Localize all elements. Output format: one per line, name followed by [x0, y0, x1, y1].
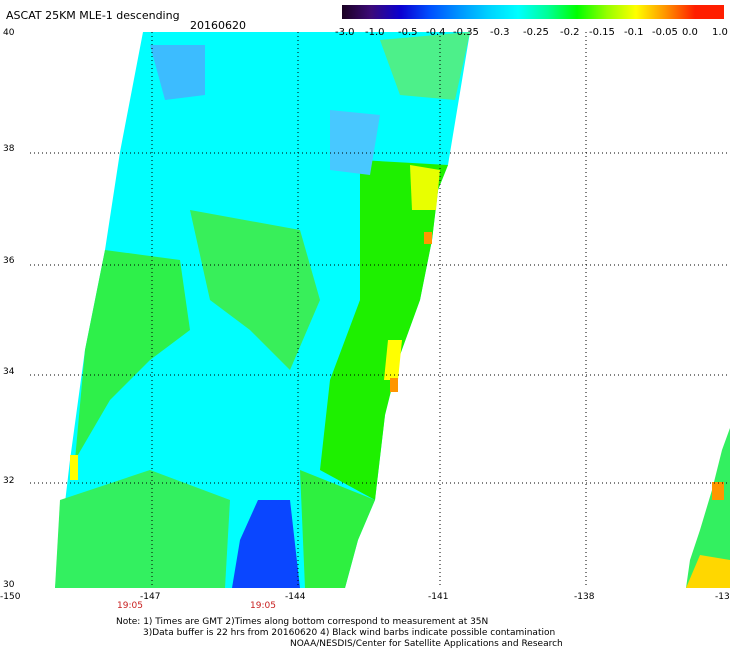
swath-yellow-lower-left: [70, 455, 78, 480]
colorbar-tick: -1.0: [365, 27, 385, 38]
swath-blue-bottom: [232, 500, 300, 588]
colorbar-tick: -0.25: [523, 27, 549, 38]
lon-label: -138: [574, 592, 595, 602]
colorbar-swatch: [488, 5, 519, 19]
swath-secondary: [686, 428, 730, 588]
colorbar-tick: 1.0: [712, 27, 728, 38]
lat-label: 36: [3, 256, 15, 266]
time-label: 19:05: [250, 601, 276, 611]
swath-orange-edge-1: [424, 232, 432, 244]
colorbar-swatch: [577, 5, 607, 19]
swath-green-bottom-left: [55, 470, 230, 588]
lat-label: 30: [3, 580, 15, 590]
colorbar-swatch: [342, 5, 372, 19]
swath-green-bottom-right: [300, 470, 375, 588]
map-title: ASCAT 25KM MLE-1 descending: [6, 9, 180, 22]
note-line-3: NOAA/NESDIS/Center for Satellite Applica…: [290, 639, 563, 649]
colorbar-swatch: [371, 5, 401, 19]
lat-label: 38: [3, 144, 15, 154]
colorbar-swatch: [430, 5, 460, 19]
lat-label: 32: [3, 476, 15, 486]
colorbar-tick: -3.0: [335, 27, 355, 38]
swath-green-right: [320, 160, 448, 500]
colorbar-tick: -0.15: [589, 27, 615, 38]
colorbar-tick: -0.2: [560, 27, 580, 38]
colorbar-tick: -0.4: [426, 27, 446, 38]
colorbar-swatch: [635, 5, 666, 19]
swath-yellow-edge-2: [384, 340, 402, 380]
colorbar-swatch: [400, 5, 431, 19]
colorbar-swatch: [606, 5, 636, 19]
colorbar-tick: -0.35: [453, 27, 479, 38]
swath-green-left: [75, 250, 190, 460]
lat-label: 34: [3, 367, 15, 377]
colorbar: [342, 5, 725, 19]
colorbar-swatch: [459, 5, 489, 19]
swath-green-top: [380, 32, 470, 100]
lon-label: -147: [140, 592, 161, 602]
colorbar-tick: -0.3: [490, 27, 510, 38]
colorbar-tick: -0.1: [624, 27, 644, 38]
graticule: [30, 32, 730, 588]
colorbar-swatch: [694, 5, 725, 19]
lon-label: -150: [0, 592, 21, 602]
colorbar-swatch: [547, 5, 578, 19]
note-line-2: 3)Data buffer is 22 hrs from 20160620 4)…: [143, 628, 556, 638]
colorbar-swatch: [665, 5, 695, 19]
swath-secondary-yellow: [686, 555, 730, 588]
colorbar-tick: -0.05: [652, 27, 678, 38]
swath-orange-edge-2: [390, 378, 398, 392]
map-date: 20160620: [190, 19, 246, 32]
lat-label: 40: [3, 28, 15, 38]
colorbar-tick: 0.0: [682, 27, 698, 38]
colorbar-swatch: [518, 5, 548, 19]
swath-blue-top-left: [150, 45, 205, 100]
time-label: 19:05: [117, 601, 143, 611]
swath-secondary-orange: [712, 482, 724, 500]
lon-label: -13: [715, 592, 730, 602]
lon-label: -141: [428, 592, 449, 602]
swath-green-center: [190, 210, 320, 370]
swath-yellow-edge-1: [410, 165, 440, 210]
swath-blue-mid: [330, 110, 380, 175]
colorbar-tick: -0.5: [398, 27, 418, 38]
note-line-1: Note: 1) Times are GMT 2)Times along bot…: [116, 617, 489, 627]
lon-label: -144: [285, 592, 306, 602]
